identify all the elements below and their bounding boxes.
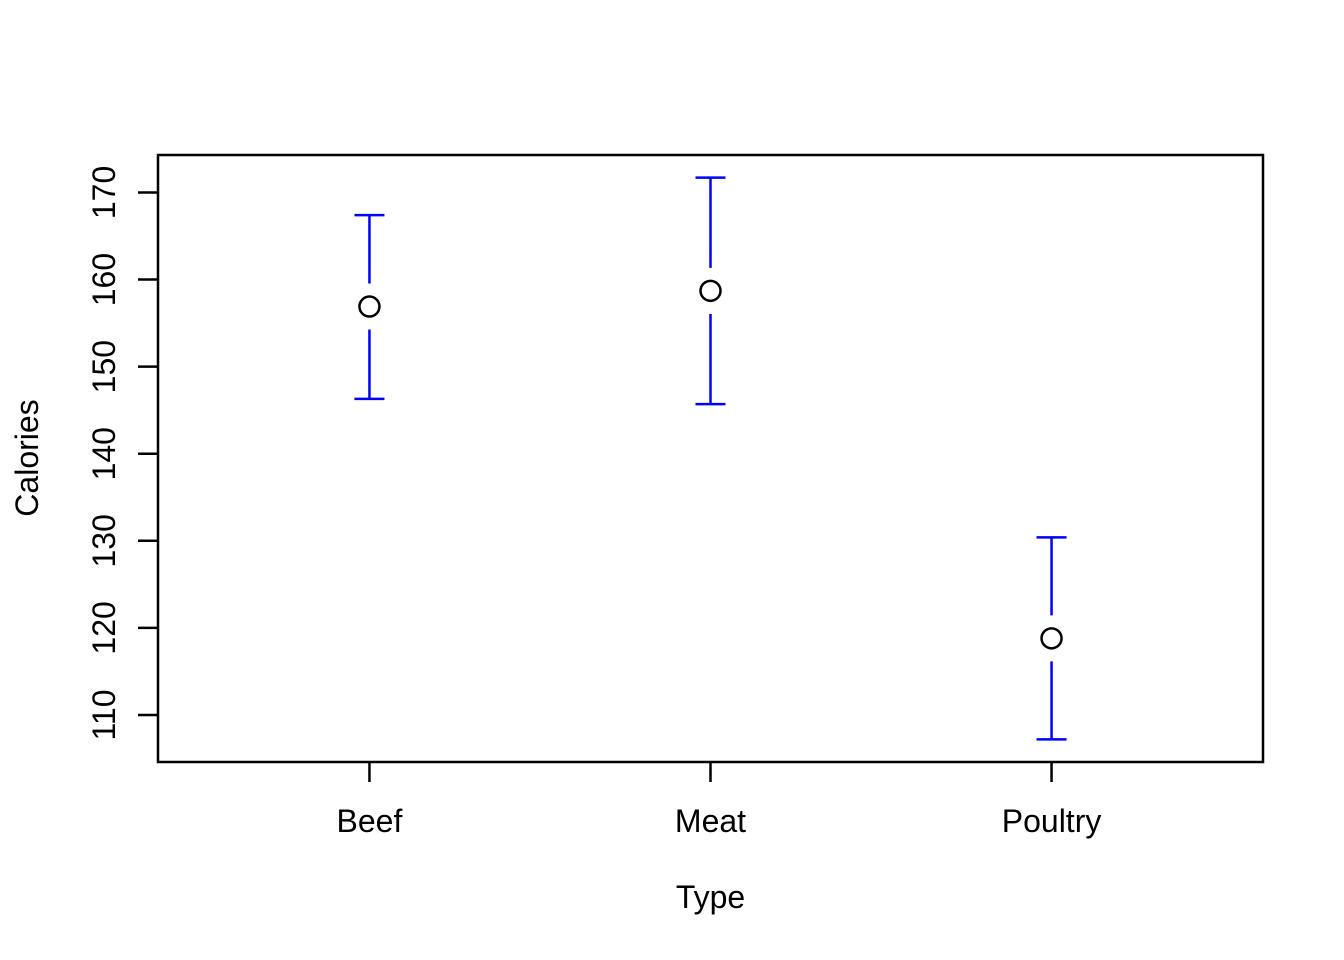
mean-point — [699, 279, 722, 303]
x-tick-label-poultry: Poultry — [1002, 803, 1102, 839]
mean-point — [358, 295, 381, 318]
errorbar-group-meat — [695, 176, 726, 406]
x-axis-layer: Beef Meat Poultry — [337, 762, 1102, 839]
y-tick-label: 170 — [86, 166, 122, 219]
y-tick-label: 150 — [86, 340, 122, 393]
y-tick-label: 120 — [86, 601, 122, 654]
y-tick-label: 110 — [86, 689, 122, 740]
x-tick-label-meat: Meat — [675, 803, 746, 839]
errorbar-group-poultry — [1036, 536, 1067, 741]
y-tick-label: 160 — [86, 253, 122, 306]
x-axis-title: Type — [676, 879, 745, 915]
y-tick-label: 130 — [86, 514, 122, 567]
x-tick-label-beef: Beef — [337, 803, 403, 839]
y-axis-layer: 110 120 130 140 150 160 170 — [86, 166, 158, 740]
mean-point — [1040, 627, 1063, 650]
errorbar-group-beef — [354, 213, 385, 401]
series-layer — [354, 176, 1067, 741]
y-axis-title: Calories — [9, 399, 45, 516]
y-tick-label: 140 — [86, 427, 122, 480]
